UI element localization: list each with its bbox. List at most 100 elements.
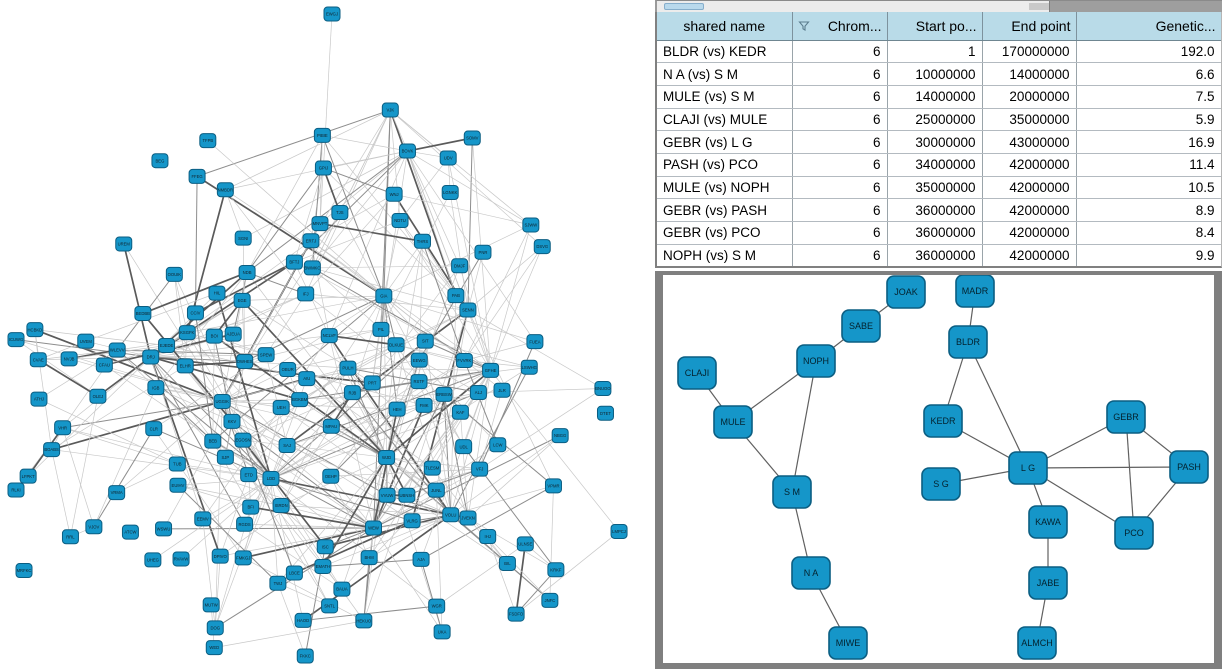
column-header-end-point[interactable]: End point (982, 12, 1077, 41)
network-node[interactable]: AJA (412, 551, 430, 567)
network-node[interactable]: KRKF (547, 562, 565, 578)
network-node[interactable]: BEB (204, 433, 222, 449)
subnetwork-node-l-g[interactable]: L G (1008, 451, 1048, 485)
cell-value[interactable]: 35000000 (982, 108, 1077, 132)
network-node[interactable]: VRMA (108, 485, 126, 501)
network-node[interactable]: NDB (238, 264, 256, 280)
network-node[interactable]: OEHP (322, 468, 340, 484)
network-node[interactable]: SPEW (257, 347, 275, 363)
cell-value[interactable]: 42000000 (982, 244, 1077, 266)
network-node[interactable]: RGDS (236, 516, 254, 532)
cell-value[interactable]: 36000000 (887, 198, 983, 222)
table-horizontal-scrollbar[interactable] (655, 0, 1222, 12)
table-row[interactable]: GEBR (vs) PASH 6 36000000 42000000 8.9 (657, 198, 1221, 222)
network-node[interactable]: UDV (439, 150, 457, 166)
cell-value[interactable]: 1 (887, 40, 983, 64)
subnetwork-node-madr[interactable]: MADR (955, 275, 995, 308)
network-node[interactable]: NVJB (60, 351, 78, 367)
cell-value[interactable]: 5.9 (1076, 108, 1221, 132)
network-node[interactable]: FUEA (526, 334, 544, 350)
network-node[interactable]: DOG (206, 620, 224, 636)
cell-value[interactable]: 6 (792, 62, 888, 86)
network-node[interactable]: DTET (596, 405, 614, 421)
network-node[interactable]: JVEKN (459, 510, 477, 526)
subnetwork-node-mule[interactable]: MULE (713, 405, 753, 439)
network-node[interactable]: RJB (343, 385, 361, 401)
network-node[interactable]: OOUIK (165, 266, 183, 282)
cell-value[interactable]: 6 (792, 244, 888, 266)
cell-value[interactable]: 25000000 (887, 108, 983, 132)
cell-value[interactable]: 10000000 (887, 62, 983, 86)
cell-shared-name[interactable]: NOPH (vs) S M (657, 244, 793, 266)
cell-value[interactable]: 6 (792, 85, 888, 109)
network-node[interactable]: PULH (339, 360, 357, 376)
table-row[interactable]: PASH (vs) PCO 6 34000000 42000000 11.4 (657, 153, 1221, 177)
table-row[interactable]: N A (vs) S M 6 10000000 14000000 6.6 (657, 62, 1221, 86)
subnetwork-node-almch[interactable]: ALMCH (1017, 626, 1057, 660)
cell-value[interactable]: 6 (792, 108, 888, 132)
column-header-genetic-[interactable]: Genetic... (1076, 12, 1221, 41)
network-node[interactable]: UHEG (144, 552, 162, 568)
network-node[interactable]: WLEVV (108, 342, 126, 358)
cell-value[interactable]: 11.4 (1076, 153, 1221, 177)
network-node[interactable]: WEW (365, 520, 383, 536)
cell-shared-name[interactable]: N A (vs) S M (657, 62, 793, 86)
network-node[interactable]: EJEDE (158, 337, 176, 353)
network-node[interactable]: KAF (451, 404, 469, 420)
network-node[interactable]: LSWHG (520, 359, 538, 375)
network-node[interactable]: BAUA (333, 581, 351, 597)
network-node[interactable]: UEH (272, 400, 290, 416)
subnetwork-node-sabe[interactable]: SABE (841, 309, 881, 343)
subnetwork-node-noph[interactable]: NOPH (796, 344, 836, 378)
cell-value[interactable]: 36000000 (887, 244, 983, 266)
network-node[interactable]: SAJ (278, 438, 296, 454)
network-node[interactable]: HAOD (294, 612, 312, 628)
network-node[interactable]: HCBKD (26, 322, 44, 338)
network-node[interactable]: MRFKC (15, 563, 33, 579)
network-node[interactable]: FKKC (296, 648, 314, 664)
cell-value[interactable]: 192.0 (1076, 40, 1221, 64)
network-node[interactable]: PIBIE (313, 127, 331, 143)
subnetwork-node-jabe[interactable]: JABE (1028, 566, 1068, 600)
network-node[interactable]: FFEG (188, 168, 206, 184)
cell-value[interactable]: 10.5 (1076, 176, 1221, 200)
cell-value[interactable]: 14000000 (982, 62, 1077, 86)
cell-value[interactable]: 6 (792, 221, 888, 245)
network-node[interactable]: OBUR (279, 361, 297, 377)
network-node[interactable]: UGGIK (213, 393, 231, 409)
cell-value[interactable]: 42000000 (982, 176, 1077, 200)
network-node[interactable]: GFHE (482, 362, 500, 378)
network-node[interactable]: VPMR (544, 478, 562, 494)
cell-shared-name[interactable]: PASH (vs) PCO (657, 153, 793, 177)
cell-value[interactable]: 8.9 (1076, 198, 1221, 222)
network-node[interactable]: BFTJ (285, 254, 303, 270)
network-node[interactable]: ISC (316, 539, 334, 555)
network-node[interactable]: DSVG (533, 239, 551, 255)
network-node[interactable]: ALJ (469, 385, 487, 401)
cell-value[interactable]: 20000000 (982, 85, 1077, 109)
subnetwork-node-s-g[interactable]: S G (921, 467, 961, 501)
network-node[interactable]: AJEUA (224, 326, 242, 342)
network-node[interactable]: CLR (145, 421, 163, 437)
network-node[interactable]: AIU (298, 371, 316, 387)
network-node[interactable]: EEWG (410, 352, 428, 368)
network-node[interactable]: TUB (168, 456, 186, 472)
network-node[interactable]: SENN (459, 302, 477, 318)
network-node[interactable]: MUTW (202, 597, 220, 613)
subnetwork-node-kawa[interactable]: KAWA (1028, 505, 1068, 539)
table-row[interactable]: GEBR (vs) L G 6 30000000 43000000 16.9 (657, 130, 1221, 154)
network-node[interactable]: BWMKC (303, 260, 321, 276)
subnetwork-node-s-m[interactable]: S M (772, 475, 812, 509)
network-node[interactable]: BOI (205, 328, 223, 344)
network-node[interactable]: CCIV (186, 305, 204, 321)
network-node[interactable]: LCW (489, 437, 507, 453)
column-header-start-po-[interactable]: Start po... (887, 12, 983, 41)
cell-value[interactable]: 42000000 (982, 221, 1077, 245)
network-node[interactable]: BEG (151, 153, 169, 169)
network-node[interactable]: FSDFO (507, 606, 525, 622)
cell-value[interactable]: 6 (792, 130, 888, 154)
network-node[interactable]: RRL (61, 529, 79, 545)
network-node[interactable]: HEH (388, 401, 406, 417)
subnetwork-node-n-a[interactable]: N A (791, 556, 831, 590)
network-node[interactable]: ULNSE (516, 536, 534, 552)
